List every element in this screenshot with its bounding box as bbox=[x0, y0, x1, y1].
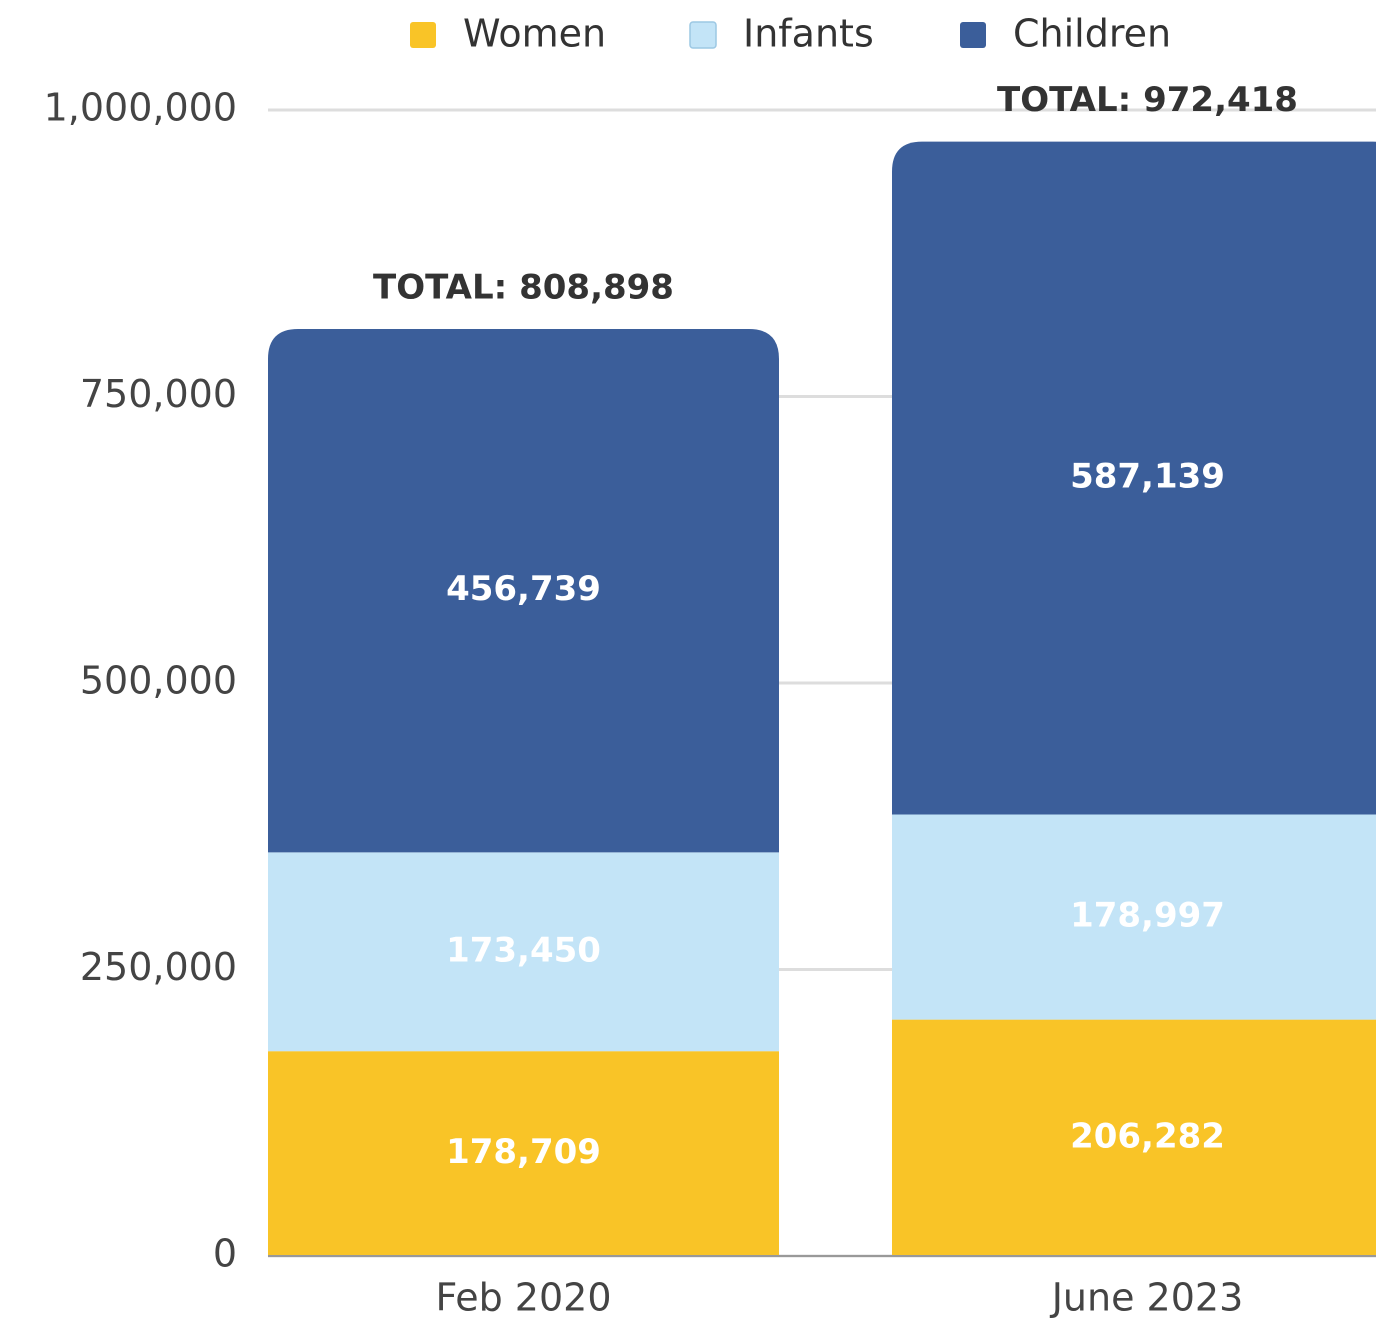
x-tick-label: June 2023 bbox=[1050, 1276, 1244, 1318]
value-label: 206,282 bbox=[1070, 1116, 1225, 1156]
value-label: 587,139 bbox=[1070, 457, 1225, 497]
y-tick-label: 750,000 bbox=[80, 372, 237, 416]
bar-segment bbox=[892, 141, 1376, 815]
y-tick-label: 250,000 bbox=[80, 945, 237, 989]
value-label: 178,709 bbox=[446, 1132, 601, 1172]
y-tick-label: 1,000,000 bbox=[44, 86, 237, 130]
y-tick-label: 0 bbox=[213, 1232, 237, 1276]
x-tick-label: Feb 2020 bbox=[435, 1276, 611, 1318]
total-label: TOTAL: 972,418 bbox=[997, 80, 1298, 120]
value-label: 178,997 bbox=[1070, 896, 1225, 936]
y-tick-label: 500,000 bbox=[80, 659, 237, 703]
legend-label: Children bbox=[1013, 12, 1171, 56]
value-label: 456,739 bbox=[446, 569, 601, 609]
value-label: 173,450 bbox=[446, 930, 601, 970]
legend-label: Infants bbox=[743, 12, 874, 56]
total-label: TOTAL: 808,898 bbox=[373, 268, 674, 308]
legend-swatch bbox=[689, 21, 717, 49]
legend-label: Women bbox=[463, 12, 606, 56]
bar-segment bbox=[892, 1019, 1376, 1256]
bar-segment bbox=[268, 329, 779, 853]
bar-segment bbox=[268, 1051, 779, 1256]
bar-segment bbox=[892, 814, 1376, 1020]
legend-swatch bbox=[960, 22, 986, 48]
legend-swatch bbox=[410, 22, 436, 48]
bar-segment bbox=[268, 852, 779, 1052]
